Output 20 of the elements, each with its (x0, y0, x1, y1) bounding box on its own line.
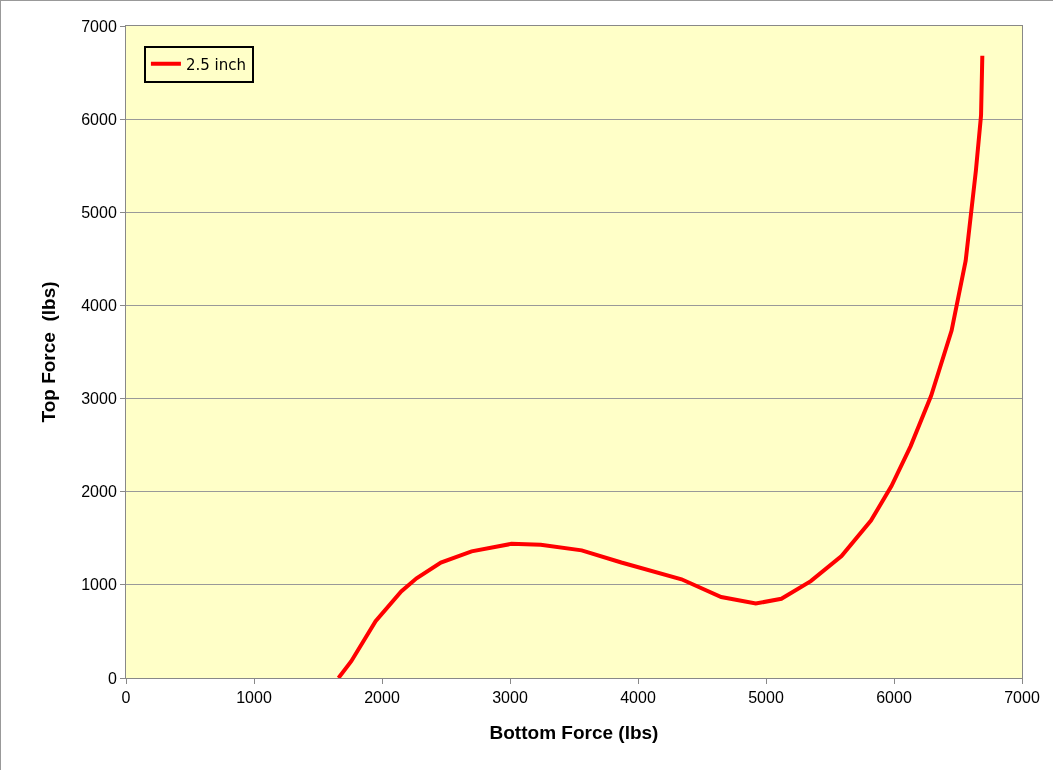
x-tick-label: 5000 (748, 689, 784, 707)
y-tick-label: 1000 (81, 576, 117, 594)
x-tick-label: 7000 (1004, 689, 1040, 707)
y-tick-label: 3000 (81, 390, 117, 408)
line-series (336, 53, 985, 678)
x-tick-label: 3000 (492, 689, 528, 707)
x-tick-label: 4000 (620, 689, 656, 707)
x-tick-label: 0 (121, 689, 131, 707)
legend-label: 2.5 inch (185, 55, 246, 74)
y-tick-label: 7000 (81, 17, 117, 35)
y-tick-label: 6000 (81, 110, 117, 128)
y-tick-label: 4000 (81, 297, 117, 315)
y-tick-label: 2000 (81, 483, 117, 501)
x-tick-label: 6000 (876, 689, 912, 707)
x-tick-label: 2000 (364, 689, 400, 707)
y-tick-label: 0 (107, 669, 117, 687)
y-axis-title: Top Force (lbs) (38, 281, 60, 423)
y-tick-label: 5000 (81, 203, 117, 221)
x-axis-title: Bottom Force (lbs) (489, 722, 659, 743)
x-tick-label: 1000 (236, 689, 272, 707)
